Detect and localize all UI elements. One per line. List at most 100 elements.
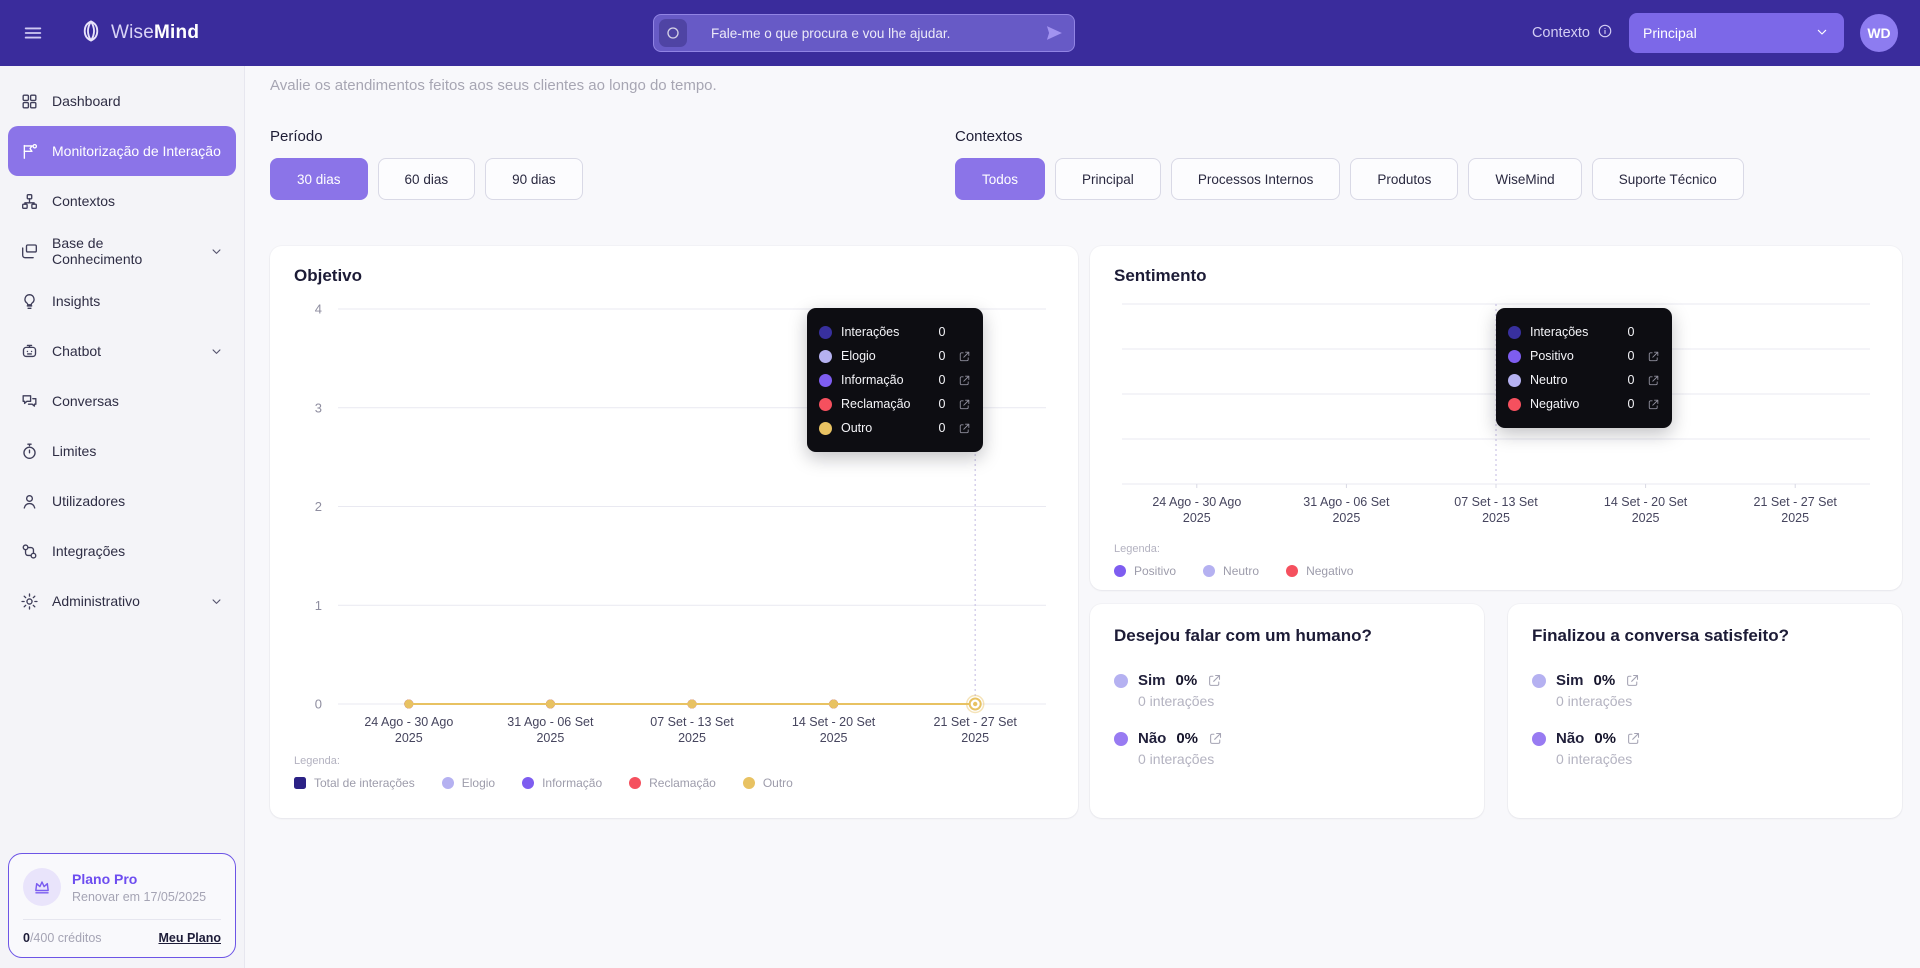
stat-label: Não	[1138, 730, 1167, 747]
admin-icon	[21, 592, 38, 610]
context-suporte-tecnico-button[interactable]: Suporte Técnico	[1591, 158, 1744, 200]
tooltip-label: Interações	[1530, 325, 1589, 339]
legend-item-negativo: Negativo	[1286, 564, 1353, 578]
external-link-icon[interactable]	[1647, 350, 1660, 363]
external-link-icon[interactable]	[1208, 731, 1223, 746]
external-link-icon[interactable]	[958, 398, 971, 411]
sidebar-item-utilizadores[interactable]: Utilizadores	[8, 476, 236, 526]
series-dot	[1532, 731, 1546, 746]
series-dot	[1508, 397, 1521, 411]
legend-marker	[1203, 565, 1216, 577]
context-selected-value: Principal	[1643, 25, 1697, 41]
hamburger-menu-button[interactable]	[22, 22, 44, 44]
sidebar-item-base-de-conhecimento[interactable]: Base de Conhecimento	[8, 226, 236, 276]
assistant-chip	[659, 19, 687, 47]
legend-item-reclamacao: Reclamação	[629, 776, 716, 790]
plan-card: Plano Pro Renovar em 17/05/2025 0/400 cr…	[8, 853, 236, 958]
sidebar-item-contextos[interactable]: Contextos	[8, 176, 236, 226]
legend-label: Legenda:	[294, 755, 340, 767]
chart-tooltip: Interações 0 Elogio 0 Informação 0 Reclamação 0…	[807, 308, 983, 452]
series-dot	[1508, 373, 1521, 387]
objetivo-legend: Total de interações Elogio Informação Recla…	[294, 776, 1054, 790]
context-principal-button[interactable]: Principal	[1055, 158, 1161, 200]
external-link-icon[interactable]	[958, 374, 971, 387]
chevron-down-icon	[212, 248, 221, 254]
assistant-search-input[interactable]	[687, 25, 1044, 41]
sidebar-item-monitorizacao-de-interacao[interactable]: Monitorização de Interação	[8, 126, 236, 176]
dashboard-grid: Objetivo 0 1 2 3 4 24 Ago - 30 Ago 2025 31 Ago …	[270, 246, 1902, 818]
external-link-icon[interactable]	[1647, 374, 1660, 387]
tooltip-value: 0	[938, 397, 946, 411]
sidebar-item-label: Limites	[52, 443, 97, 459]
my-plan-link[interactable]: Meu Plano	[158, 931, 221, 945]
sidebar-item-administrativo[interactable]: Administrativo	[8, 576, 236, 626]
sentimento-chart: 24 Ago - 30 Ago 2025 31 Ago - 06 Set 2025 07…	[1114, 294, 1878, 539]
right-column: Sentimento 24 Ago - 30 Ago 2025 31 Ago - 0…	[1090, 246, 1902, 818]
legend-item-outro: Outro	[742, 776, 793, 790]
users-icon	[23, 494, 36, 509]
sidebar-item-integracoes[interactable]: Integrações	[8, 526, 236, 576]
context-todos-button[interactable]: Todos	[955, 158, 1046, 200]
contexts-label: Contextos	[955, 128, 1023, 145]
sidebar-nav: Dashboard Monitorização de Interação Conte…	[8, 76, 236, 626]
sidebar-item-label: Integrações	[52, 543, 126, 559]
sidebar-item-label: Base de Conhecimento	[52, 235, 143, 267]
period-30-dias-button[interactable]: 30 dias	[270, 158, 368, 200]
svg-text:1: 1	[315, 598, 322, 613]
info-icon[interactable]	[1597, 23, 1613, 43]
sidebar-item-chatbot[interactable]: Chatbot	[8, 326, 236, 376]
tooltip-value: 0	[938, 349, 946, 363]
sentimento-legend: Positivo Neutro Negativo	[1114, 564, 1878, 578]
legend-marker	[441, 777, 454, 789]
stat-value: 0%	[1176, 730, 1199, 747]
external-link-icon[interactable]	[958, 350, 971, 363]
stat-subtext: 0 interações	[1556, 751, 1633, 767]
period-60-dias-button[interactable]: 60 dias	[377, 158, 476, 200]
app-logo: WiseMind	[78, 18, 199, 49]
insights-icon	[24, 293, 35, 309]
crown-icon	[23, 868, 61, 906]
external-link-icon[interactable]	[1647, 398, 1660, 411]
chart-tooltip: Interações 0 Positivo 0 Neutro 0 Negativo 0	[1496, 308, 1672, 428]
sidebar-item-label: Monitorização de Interação	[52, 143, 221, 159]
tooltip-row-positivo: Positivo 0	[1508, 344, 1660, 368]
context-processos-internos-button[interactable]: Processos Internos	[1170, 158, 1341, 200]
contexts-icon	[22, 193, 37, 209]
sentimento-chart-card: Sentimento 24 Ago - 30 Ago 2025 31 Ago - 0…	[1090, 246, 1902, 590]
stat-row-nao: Não 0%	[1114, 730, 1460, 747]
logo-icon	[78, 18, 104, 49]
sidebar-item-dashboard[interactable]: Dashboard	[8, 76, 236, 126]
context-label: Contexto	[1532, 23, 1613, 43]
main-content: Monitorização de Interação Avalie os ate…	[245, 0, 1920, 818]
context-select[interactable]: Principal	[1629, 13, 1844, 53]
send-icon	[1046, 26, 1062, 40]
tooltip-row-reclamacao: Reclamação 0	[819, 392, 971, 416]
external-link-icon[interactable]	[958, 422, 971, 435]
send-button[interactable]	[1044, 23, 1064, 43]
legend-item-informacao: Informação	[522, 776, 602, 790]
context-wisemind-button[interactable]: WiseMind	[1468, 158, 1582, 200]
sidebar-item-conversas[interactable]: Conversas	[8, 376, 236, 426]
stat-cards-row: Desejou falar com um humano? Sim 0% 0 inter…	[1090, 604, 1902, 818]
sidebar-item-limites[interactable]: Limites	[8, 426, 236, 476]
sidebar-item-insights[interactable]: Insights	[8, 276, 236, 326]
external-link-icon[interactable]	[1626, 731, 1641, 746]
sidebar-item-label: Chatbot	[52, 343, 102, 359]
external-link-icon[interactable]	[1625, 673, 1640, 688]
series-dot	[1508, 349, 1521, 363]
legend-marker	[742, 777, 755, 789]
svg-text:3: 3	[315, 400, 322, 415]
series-dot	[1532, 673, 1546, 688]
sidebar-item-label: Contextos	[52, 193, 116, 209]
external-link-icon[interactable]	[1207, 673, 1222, 688]
context-produtos-button[interactable]: Produtos	[1350, 158, 1459, 200]
info-icon	[1598, 24, 1612, 38]
avatar[interactable]: WD	[1860, 14, 1898, 52]
period-90-dias-button[interactable]: 90 dias	[485, 158, 583, 200]
